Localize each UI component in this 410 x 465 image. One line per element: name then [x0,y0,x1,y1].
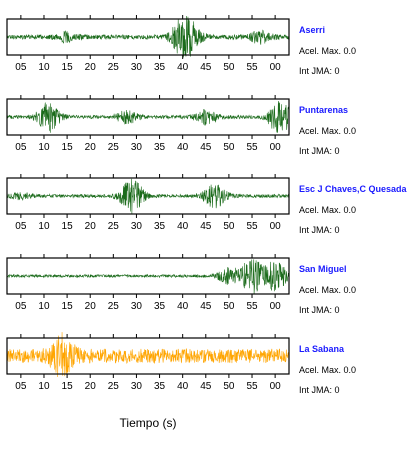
tick-label-1-11: 00 [270,142,282,153]
tick-label-1-4: 25 [108,142,120,153]
tick-label-0-8: 45 [200,62,212,73]
tick-label-3-0: 05 [15,301,27,312]
tick-label-1-5: 30 [131,142,143,153]
tick-label-4-9: 50 [223,381,235,392]
tick-label-3-9: 50 [223,301,235,312]
tick-label-4-7: 40 [177,381,189,392]
panel-frame-0 [6,18,290,56]
int-jma-0: Int JMA: 0 [299,66,340,76]
tick-label-2-10: 55 [246,221,258,232]
tick-label-0-6: 35 [154,62,166,73]
tick-label-3-10: 55 [246,301,258,312]
tick-label-3-7: 40 [177,301,189,312]
tick-label-3-4: 25 [108,301,120,312]
tick-label-4-5: 30 [131,381,143,392]
tick-label-2-11: 00 [270,221,282,232]
acel-max-1: Acel. Max. 0.0 [299,126,356,136]
tick-label-2-8: 45 [200,221,212,232]
int-jma-1: Int JMA: 0 [299,146,340,156]
tick-label-0-7: 40 [177,62,189,73]
tick-label-1-6: 35 [154,142,166,153]
waveform-trace-0 [6,16,290,58]
panel-frame-4 [6,337,290,375]
tick-label-4-0: 05 [15,381,27,392]
station-name-4: La Sabana [299,344,345,354]
tick-label-0-11: 00 [270,62,282,73]
tick-label-3-1: 10 [38,301,50,312]
tick-label-2-3: 20 [85,221,97,232]
int-jma-2: Int JMA: 0 [299,225,340,235]
tick-label-0-4: 25 [108,62,120,73]
panel-frame-2 [6,177,290,215]
acel-max-4: Acel. Max. 0.0 [299,365,356,375]
tick-label-0-2: 15 [62,62,74,73]
tick-label-4-10: 55 [246,381,258,392]
tick-label-2-0: 05 [15,221,27,232]
acel-max-2: Acel. Max. 0.0 [299,205,356,215]
tick-label-2-2: 15 [62,221,74,232]
tick-label-4-3: 20 [85,381,97,392]
waveform-trace-4 [6,332,290,377]
waveform-trace-3 [6,259,290,295]
int-jma-3: Int JMA: 0 [299,305,340,315]
acel-max-0: Acel. Max. 0.0 [299,46,356,56]
tick-label-4-6: 35 [154,381,166,392]
tick-label-3-11: 00 [270,301,282,312]
int-jma-4: Int JMA: 0 [299,385,340,395]
tick-label-1-3: 20 [85,142,97,153]
x-axis-label: Tiempo (s) [120,416,177,430]
tick-label-3-2: 15 [62,301,74,312]
tick-label-1-7: 40 [177,142,189,153]
tick-label-4-11: 00 [270,381,282,392]
tick-label-1-9: 50 [223,142,235,153]
tick-label-3-3: 20 [85,301,97,312]
station-name-1: Puntarenas [299,105,348,115]
tick-label-1-10: 55 [246,142,258,153]
tick-label-1-0: 05 [15,142,27,153]
tick-label-0-10: 55 [246,62,258,73]
tick-label-4-2: 15 [62,381,74,392]
tick-label-2-5: 30 [131,221,143,232]
tick-label-2-7: 40 [177,221,189,232]
tick-label-3-5: 30 [131,301,143,312]
panels-group: 05 10 15 20 25 30 35 40 45 50 55 00 Aserri Acel. Max.… [6,15,408,395]
panel-frame-3 [6,257,290,295]
tick-label-1-8: 45 [200,142,212,153]
tick-label-3-8: 45 [200,301,212,312]
tick-label-4-4: 25 [108,381,120,392]
acel-max-3: Acel. Max. 0.0 [299,285,356,295]
waveform-trace-1 [6,100,290,133]
tick-label-4-1: 10 [38,381,50,392]
tick-label-1-2: 15 [62,142,74,153]
tick-label-2-9: 50 [223,221,235,232]
tick-label-0-1: 10 [38,62,50,73]
station-name-0: Aserri [299,25,325,35]
station-name-2: Esc J Chaves,C Quesada [299,184,408,194]
waveform-trace-2 [6,178,290,214]
tick-label-0-0: 05 [15,62,27,73]
tick-label-0-5: 30 [131,62,143,73]
tick-label-2-1: 10 [38,221,50,232]
tick-label-0-3: 20 [85,62,97,73]
tick-label-4-8: 45 [200,381,212,392]
panel-frame-1 [6,98,290,136]
tick-label-1-1: 10 [38,142,50,153]
tick-label-3-6: 35 [154,301,166,312]
tick-label-0-9: 50 [223,62,235,73]
tick-label-2-6: 35 [154,221,166,232]
station-name-3: San Miguel [299,264,347,274]
tick-label-2-4: 25 [108,221,120,232]
